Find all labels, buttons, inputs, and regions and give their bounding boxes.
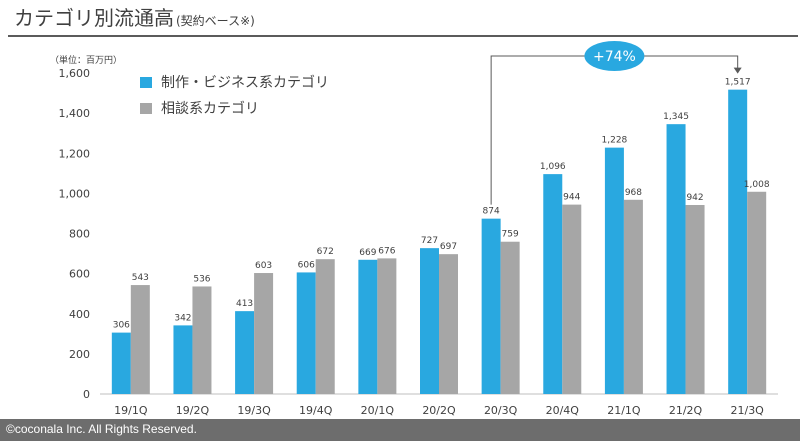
bar-consultation: [377, 258, 397, 394]
bar-value-label: 672: [317, 247, 334, 257]
x-tick-label: 20/1Q: [361, 404, 395, 417]
bar-consultation: [254, 273, 274, 394]
y-tick-label: 600: [69, 268, 90, 281]
bar-production-business: [728, 89, 748, 394]
bar-value-label: 968: [625, 188, 642, 198]
y-tick-label: 1,200: [59, 147, 91, 160]
y-tick-label: 400: [69, 308, 90, 321]
title-divider: [8, 35, 798, 37]
bar-value-label: 942: [686, 193, 703, 203]
page-title-note: (契約ベース※): [176, 14, 255, 28]
bar-value-label: 342: [174, 313, 191, 323]
bar-consultation: [562, 204, 582, 394]
bar-consultation: [315, 259, 335, 394]
bar-value-label: 1,228: [602, 136, 628, 146]
bar-value-label: 606: [298, 260, 315, 270]
bar-value-label: 1,517: [725, 78, 751, 88]
bar-consultation: [747, 191, 767, 394]
bar-consultation: [192, 286, 212, 394]
y-tick-label: 0: [83, 388, 90, 401]
legend-swatch: [140, 103, 152, 114]
x-tick-label: 19/3Q: [237, 404, 271, 417]
legend-label: 制作・ビジネス系カテゴリ: [161, 74, 329, 91]
x-tick-label: 20/3Q: [484, 404, 518, 417]
growth-badge-label: +74%: [593, 49, 636, 65]
bar-value-label: 536: [193, 274, 210, 284]
bar-consultation: [130, 285, 150, 394]
bar-value-label: 874: [483, 207, 500, 217]
copyright-text: ©coconala Inc. All Rights Reserved.: [6, 422, 197, 436]
bar-value-label: 697: [440, 242, 457, 252]
growth-badge: [584, 41, 645, 71]
bar-production-business: [420, 248, 439, 394]
bar-value-label: 1,345: [663, 112, 689, 122]
x-tick-label: 21/1Q: [607, 404, 641, 417]
bar-production-business: [604, 147, 624, 394]
bar-value-label: 759: [502, 230, 519, 240]
bar-production-business: [358, 259, 378, 394]
bar-production-business: [543, 174, 563, 394]
bar-value-label: 543: [132, 273, 149, 283]
bar-value-label: 306: [113, 321, 130, 331]
legend-swatch: [140, 77, 152, 88]
bar-consultation: [439, 254, 458, 394]
bar-chart: （単位：百万円） 0 200 400 600 800 1,000 1,200 1,400 1,6…: [50, 41, 778, 417]
x-tick-label: 20/2Q: [422, 404, 456, 417]
x-tick-label: 20/4Q: [546, 404, 580, 417]
bar-value-label: 1,096: [540, 162, 566, 172]
y-tick-label: 1,600: [59, 67, 91, 80]
bar-production-business: [235, 311, 255, 394]
bar-production-business: [481, 218, 501, 394]
bar-consultation: [623, 199, 643, 394]
bar-production-business: [173, 325, 193, 394]
y-tick-label: 200: [69, 348, 90, 361]
page-title: カテゴリ別流通高: [14, 6, 174, 30]
y-tick-label: 800: [69, 228, 90, 241]
bar-value-label: 676: [378, 246, 395, 256]
legend-label: 相談系カテゴリ: [161, 100, 259, 117]
bar-consultation: [685, 205, 705, 394]
bar-production-business: [666, 124, 686, 395]
bar-consultation: [500, 241, 520, 394]
y-tick-label: 1,400: [59, 107, 91, 120]
x-tick-label: 19/1Q: [114, 404, 148, 417]
bar-production-business: [296, 272, 316, 394]
unit-label: （単位：百万円）: [50, 54, 122, 66]
bar-production-business: [111, 332, 131, 394]
x-tick-label: 19/2Q: [176, 404, 210, 417]
x-tick-label: 19/4Q: [299, 404, 333, 417]
x-tick-label: 21/3Q: [730, 404, 764, 417]
bar-value-label: 727: [421, 236, 438, 246]
page-title-group: カテゴリ別流通高 (契約ベース※): [14, 2, 255, 34]
y-tick-label: 1,000: [59, 187, 91, 200]
bar-value-label: 603: [255, 261, 272, 271]
bar-value-label: 944: [563, 193, 580, 203]
footer-bar: ©coconala Inc. All Rights Reserved.: [0, 419, 800, 441]
bar-value-label: 413: [236, 299, 253, 309]
growth-arrowhead: [733, 67, 742, 74]
bar-value-label: 669: [359, 248, 376, 258]
bar-value-label: 1,008: [744, 180, 770, 190]
x-tick-label: 21/2Q: [669, 404, 703, 417]
